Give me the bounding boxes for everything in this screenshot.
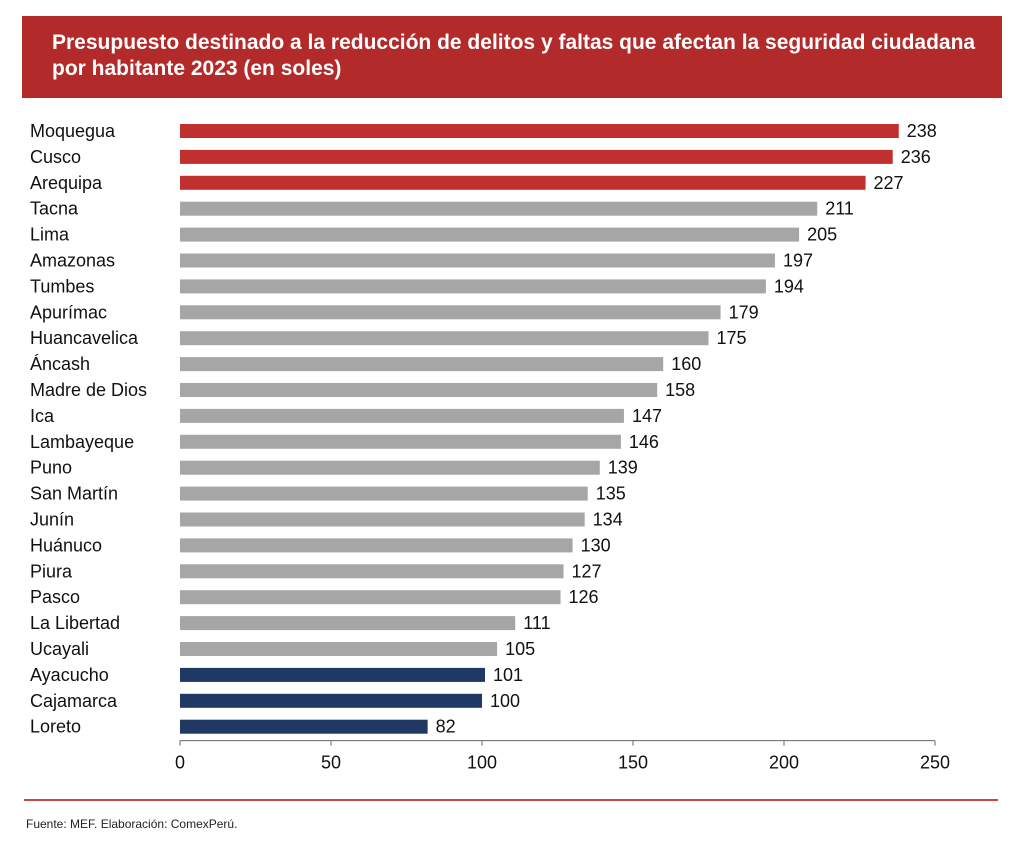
bar xyxy=(180,357,664,372)
data-label: 146 xyxy=(629,432,659,452)
bar xyxy=(180,693,482,708)
category-label: La Libertad xyxy=(30,613,120,633)
bar xyxy=(180,279,766,294)
category-label: San Martín xyxy=(30,484,118,504)
data-label: 160 xyxy=(671,354,701,374)
x-tick-label: 200 xyxy=(769,753,799,773)
bar xyxy=(180,149,893,164)
category-label: Lima xyxy=(30,225,70,245)
data-label: 130 xyxy=(581,535,611,555)
category-label: Madre de Dios xyxy=(30,380,147,400)
bar xyxy=(180,434,621,449)
bar xyxy=(180,616,516,631)
bar xyxy=(180,590,561,605)
bar xyxy=(180,175,866,190)
category-label: Apurímac xyxy=(30,302,107,322)
data-label: 179 xyxy=(729,302,759,322)
data-label: 194 xyxy=(774,276,804,296)
category-label: Piura xyxy=(30,561,73,581)
data-label: 175 xyxy=(717,328,747,348)
data-label: 147 xyxy=(632,406,662,426)
category-label: Huancavelica xyxy=(30,328,139,348)
footer-divider xyxy=(24,799,998,801)
data-label: 227 xyxy=(874,173,904,193)
category-label: Puno xyxy=(30,458,72,478)
data-label: 238 xyxy=(907,121,937,141)
category-label: Moquegua xyxy=(30,121,116,141)
x-tick-label: 150 xyxy=(618,753,648,773)
category-label: Arequipa xyxy=(30,173,103,193)
category-label: Cajamarca xyxy=(30,691,118,711)
category-label: Ucayali xyxy=(30,639,89,659)
category-label: Huánuco xyxy=(30,535,102,555)
x-tick-label: 100 xyxy=(467,753,497,773)
data-label: 158 xyxy=(665,380,695,400)
x-tick-label: 50 xyxy=(321,753,341,773)
source-note: Fuente: MEF. Elaboración: ComexPerú. xyxy=(26,817,238,831)
category-label: Tacna xyxy=(30,199,79,219)
bar xyxy=(180,512,585,527)
category-label: Áncash xyxy=(30,354,90,374)
data-label: 211 xyxy=(825,199,854,219)
data-label: 135 xyxy=(596,484,626,504)
category-label: Junín xyxy=(30,510,74,530)
data-label: 126 xyxy=(569,587,599,607)
data-label: 101 xyxy=(493,665,523,685)
category-label: Loreto xyxy=(30,717,81,737)
data-label: 100 xyxy=(490,691,520,711)
category-label: Tumbes xyxy=(30,276,94,296)
category-label: Cusco xyxy=(30,147,81,167)
category-label: Ica xyxy=(30,406,55,426)
chart-title: Presupuesto destinado a la reducción de … xyxy=(52,31,976,80)
bar xyxy=(180,305,721,320)
data-label: 127 xyxy=(572,561,602,581)
category-label: Lambayeque xyxy=(30,432,134,452)
data-label: 82 xyxy=(436,717,456,737)
bar xyxy=(180,383,658,397)
bar xyxy=(180,564,564,579)
bar xyxy=(180,253,775,268)
bar xyxy=(180,331,709,346)
bar xyxy=(180,408,624,423)
category-label: Ayacucho xyxy=(30,665,109,685)
bar xyxy=(180,460,600,475)
bar xyxy=(180,486,588,501)
bar xyxy=(180,538,573,553)
data-label: 139 xyxy=(608,458,638,478)
x-tick-label: 0 xyxy=(175,753,185,773)
bar xyxy=(180,667,486,682)
bar xyxy=(180,227,800,242)
data-label: 105 xyxy=(505,639,535,659)
x-tick-label: 250 xyxy=(920,753,950,773)
category-label: Amazonas xyxy=(30,251,115,271)
bar xyxy=(180,719,428,734)
data-label: 236 xyxy=(901,147,931,167)
category-label: Pasco xyxy=(30,587,80,607)
data-label: 197 xyxy=(783,251,813,271)
data-label: 134 xyxy=(593,510,623,530)
data-label: 111 xyxy=(523,613,550,633)
bar xyxy=(180,124,899,138)
data-label: 205 xyxy=(807,225,837,245)
chart-title-banner: Presupuesto destinado a la reducción de … xyxy=(22,16,1002,98)
bar xyxy=(180,642,498,656)
bar xyxy=(180,201,818,216)
